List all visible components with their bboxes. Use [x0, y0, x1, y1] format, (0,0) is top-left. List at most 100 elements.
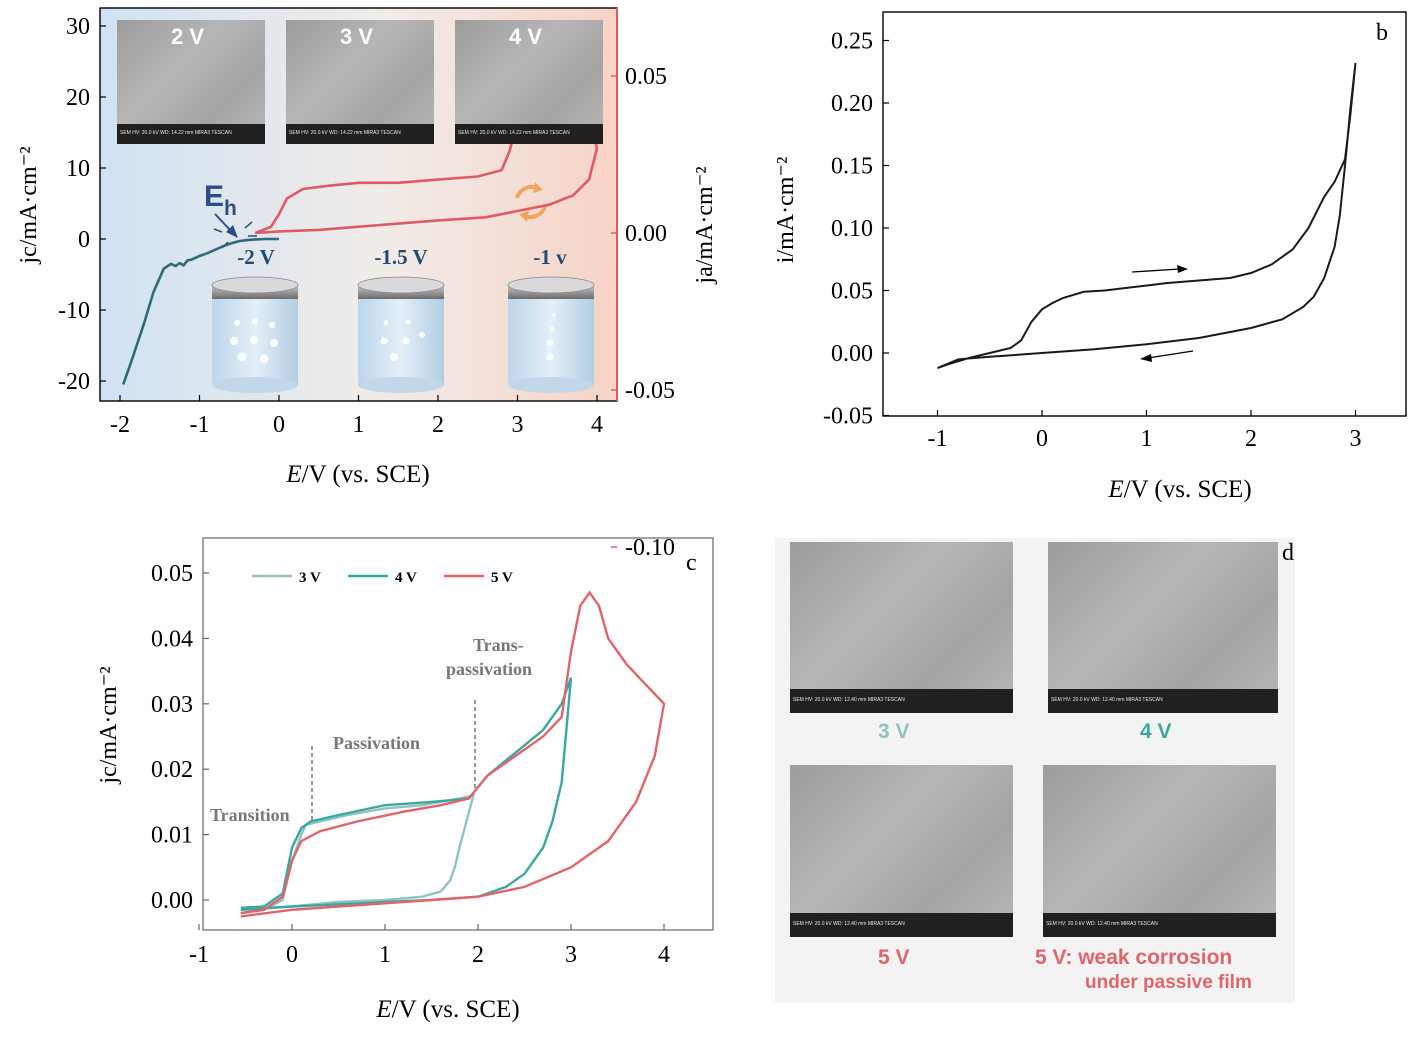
y-tick-label: 0	[78, 227, 90, 253]
eh-subscript: h	[224, 197, 237, 220]
sem-info-bar	[455, 124, 603, 144]
sem-image: 3 V SEM HV: 20.0 kV WD: 14.22 mm MIRA3 T…	[286, 20, 434, 144]
y-tick-label: 0.00	[831, 341, 873, 367]
legend-label: 4 V	[395, 570, 417, 586]
sem-info-text: SEM HV: 20.0 kV WD: 14.22 mm MIRA3 TESCA…	[289, 130, 401, 136]
y-tick-label: -20	[58, 369, 90, 395]
y-tick-label: 0.25	[831, 29, 873, 55]
cathodic-curve	[121, 237, 279, 385]
x-tick-label: 2	[432, 412, 444, 438]
x-tick-label: 3	[512, 412, 524, 438]
panel-c-ylabel: jc/mA·cm⁻²	[96, 666, 122, 784]
panel-a-xlabel-unit: /V (vs. SCE)	[302, 461, 430, 488]
sem-info-text: SEM HV: 20.0 kV WD: 12.40 mm MIRA3 TESCA…	[1051, 697, 1163, 703]
panel-b-frame	[882, 11, 1407, 417]
panel-b-letter: b	[1376, 20, 1388, 46]
y-tick-label: 10	[66, 156, 90, 182]
panel-b: -1 0 1 2 3 0.25 0.20 0.15 0.10 0.05 0.00 -0.05 b E…	[773, 11, 1407, 503]
legend: 3 V 4 V 5 V	[252, 570, 513, 586]
y-right-tick-label: -0.05	[625, 378, 675, 404]
sem-info-bar	[1048, 689, 1278, 713]
x-tick-label: -1	[189, 942, 209, 968]
forward-scan-arrowhead	[1177, 265, 1188, 273]
y-right-tick-label: 0.05	[625, 64, 667, 90]
panel-b-xlabel-unit: /V (vs. SCE)	[1124, 476, 1252, 503]
x-tick-label: 4	[591, 412, 603, 438]
forward-scan-arrow	[1131, 268, 1181, 273]
annotation-transition: Transition	[210, 805, 290, 825]
y-tick-label: 0.10	[831, 216, 873, 242]
eh-label: Eh	[204, 180, 237, 220]
sem-label-5v-corrosion-line2: under passive film	[1085, 972, 1252, 993]
panel-a-ylabel-right: ja/mA·cm⁻²	[692, 166, 718, 284]
legend-label: 3 V	[299, 570, 321, 586]
recycle-arrows-icon	[515, 182, 547, 222]
sem-info-bar	[286, 124, 434, 144]
sem-info-text: SEM HV: 20.0 kV WD: 14.22 mm MIRA3 TESCA…	[458, 130, 570, 136]
sem-label-3v: 3 V	[878, 720, 910, 743]
x-tick-label: 2	[1245, 426, 1257, 452]
x-tick-label: 4	[658, 942, 670, 968]
electrode-cylinder	[357, 276, 445, 393]
y-tick-label: 0.05	[831, 279, 873, 305]
y-tick-label: 0.02	[151, 757, 193, 783]
panel-c-xlabel-unit: /V (vs. SCE)	[392, 996, 520, 1023]
x-tick-label: 1	[1141, 426, 1153, 452]
x-tick-label: -1	[190, 412, 210, 438]
series-4v-curve	[240, 677, 573, 911]
panel-c-frame	[202, 537, 714, 931]
x-tick-label: -2	[110, 412, 130, 438]
panel-b-xlabel: E/V (vs. SCE)	[1107, 476, 1251, 503]
x-tick-label: -1	[928, 426, 948, 452]
y-tick-label: 20	[66, 85, 90, 111]
sem-info-bar	[790, 912, 1013, 937]
legend-label: 5 V	[491, 570, 513, 586]
panel-c-letter: c	[686, 550, 697, 576]
y-tick-label: -0.05	[823, 404, 873, 430]
sem-image: SEM HV: 20.0 kV WD: 12.40 mm MIRA3 TESCA…	[1048, 542, 1278, 713]
panel-b-ylabel: i/mA·cm⁻²	[773, 157, 799, 264]
x-tick-label: 1	[353, 412, 365, 438]
y-right-tick-label: 0.00	[625, 221, 667, 247]
electrode-cylinder	[211, 276, 299, 393]
x-tick-label: 1	[379, 942, 391, 968]
eh-symbol: E	[204, 180, 224, 213]
panel-c-xlabel: E/V (vs. SCE)	[375, 996, 519, 1023]
annotation-passivation: Passivation	[333, 733, 420, 753]
y-tick-label: -10	[58, 298, 90, 324]
sem-image: 2 V SEM HV: 20.0 kV WD: 14.22 mm MIRA3 T…	[117, 20, 265, 144]
sem-label-5v: 5 V	[878, 946, 910, 969]
y-tick-label: 0.00	[151, 888, 193, 914]
panel-b-xlabel-symbol: E	[1107, 476, 1123, 503]
x-tick-label: 2	[472, 942, 484, 968]
panel-a-xlabel: E/V (vs. SCE)	[285, 461, 429, 488]
annotation-transpassivation: passivation	[446, 659, 532, 679]
x-tick-label: 3	[565, 942, 577, 968]
reverse-scan-arrowhead	[1140, 354, 1152, 362]
panel-c: -1 0 1 2 3 4 0.05 0.04 0.03 0.02 0.01 0.00 c E/V (…	[96, 537, 714, 1023]
sem-info-bar	[117, 124, 265, 144]
eh-arrowhead	[226, 225, 238, 238]
panel-a-ylabel-left: jc/mA·cm⁻²	[16, 146, 42, 264]
potential-labels: -2 V -1.5 V -1 v	[237, 245, 567, 269]
reverse-scan-arrow	[1147, 350, 1194, 359]
sem-image-label: 2 V	[171, 24, 205, 49]
panel-d-letter: d	[1282, 540, 1294, 566]
sem-image-label: 4 V	[509, 24, 543, 49]
sem-image: 4 V SEM HV: 20.0 kV WD: 14.22 mm MIRA3 T…	[455, 20, 603, 144]
y-tick-label: 0.01	[151, 823, 193, 849]
cyclic-voltammogram	[937, 62, 1357, 369]
sem-label-4v: 4 V	[1140, 720, 1172, 743]
x-tick-label: 0	[1036, 426, 1048, 452]
y-tick-label: 0.20	[831, 91, 873, 117]
sem-label-5v-corrosion: 5 V: weak corrosion	[1035, 946, 1233, 969]
region-annotations: Transition Passivation Trans- passivatio…	[210, 635, 532, 825]
sem-info-text: SEM HV: 20.0 kV WD: 12.40 mm MIRA3 TESCA…	[793, 921, 905, 927]
potential-label: -2 V	[237, 245, 275, 269]
annotation-trans: Trans-	[473, 635, 524, 655]
y-tick-label: 0.03	[151, 692, 193, 718]
sem-info-text: SEM HV: 20.0 kV WD: 12.40 mm MIRA3 TESCA…	[1046, 921, 1158, 927]
potential-label: -1.5 V	[374, 245, 427, 269]
x-tick-label: 0	[286, 942, 298, 968]
x-tick-label: 3	[1350, 426, 1362, 452]
